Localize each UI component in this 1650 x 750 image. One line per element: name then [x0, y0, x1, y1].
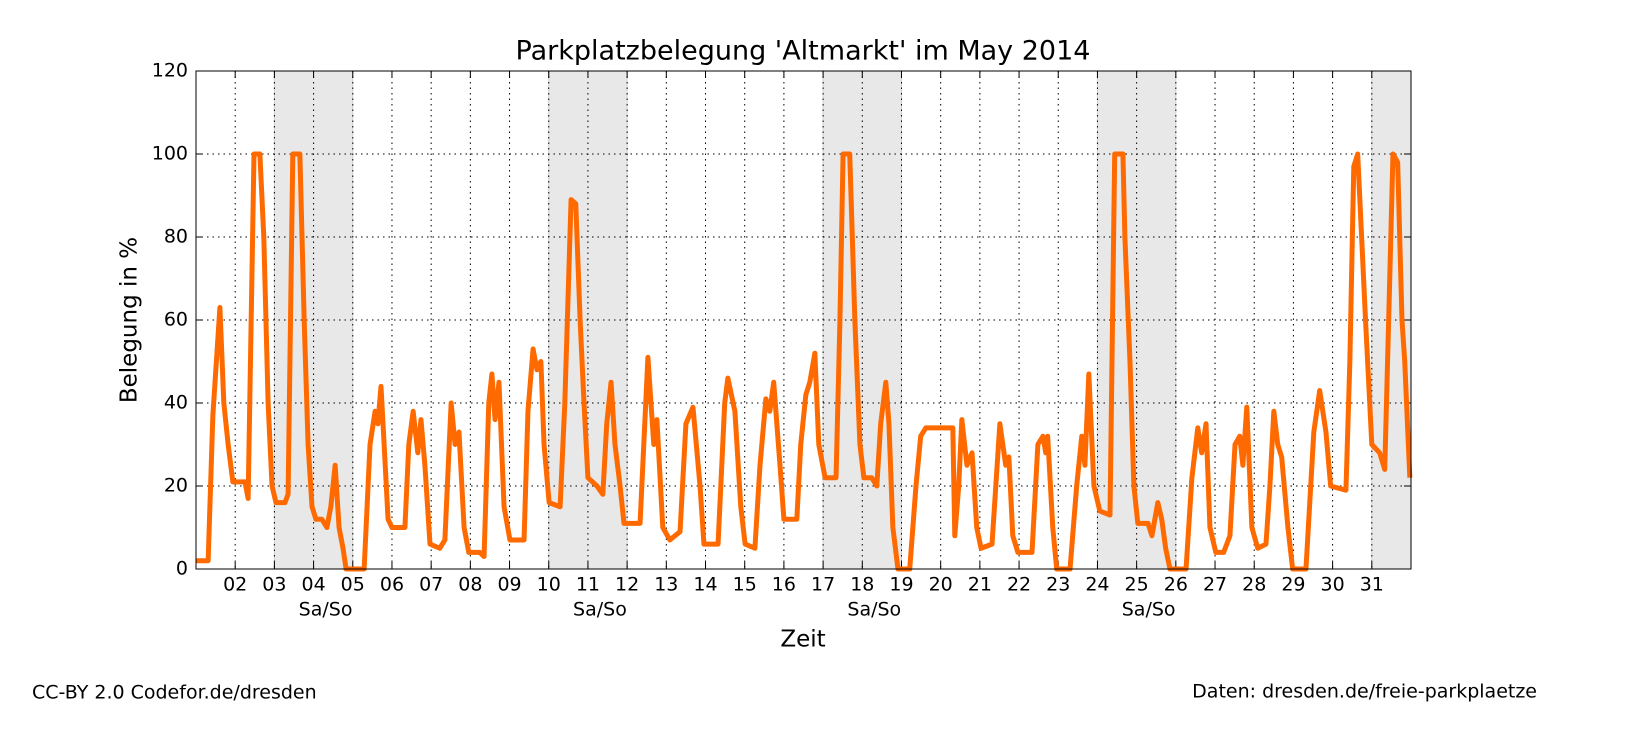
x-tick-label: 24: [1085, 574, 1109, 596]
x-tick-label: 03: [262, 574, 286, 596]
y-tick-label: 60: [164, 309, 188, 331]
y-axis-label: Belegung in %: [117, 237, 143, 403]
plot-frame: [195, 70, 1412, 570]
x-tick-label: 11: [576, 574, 600, 596]
weekend-label: Sa/So: [299, 599, 353, 621]
weekend-label: Sa/So: [573, 599, 627, 621]
x-tick-label: 26: [1164, 574, 1188, 596]
chart-title: Parkplatzbelegung 'Altmarkt' im May 2014: [516, 36, 1091, 67]
x-axis-label: Zeit: [780, 627, 825, 653]
x-tick-label: 16: [772, 574, 796, 596]
x-tick-label: 05: [341, 574, 365, 596]
x-tick-label: 15: [733, 574, 757, 596]
series-line: [196, 151, 1413, 572]
weekend-label: Sa/So: [1122, 599, 1176, 621]
x-tick-label: 31: [1360, 574, 1384, 596]
y-tick-label: 120: [152, 60, 188, 82]
x-tick-label: 13: [654, 574, 678, 596]
x-tick-label: 14: [693, 574, 717, 596]
footer-right: Daten: dresden.de/freie-parkplaetze: [1192, 681, 1537, 703]
x-tick-label: 20: [929, 574, 953, 596]
x-tick-label: 27: [1203, 574, 1227, 596]
x-tick-label: 12: [615, 574, 639, 596]
x-tick-label: 02: [223, 574, 247, 596]
x-tick-label: 23: [1046, 574, 1070, 596]
x-tick-label: 19: [889, 574, 913, 596]
x-tick-label: 25: [1125, 574, 1149, 596]
x-tick-label: 22: [1007, 574, 1031, 596]
y-tick-label: 80: [164, 226, 188, 248]
y-tick-label: 0: [176, 558, 188, 580]
x-tick-label: 21: [968, 574, 992, 596]
y-tick-label: 100: [152, 143, 188, 165]
x-tick-label: 08: [458, 574, 482, 596]
weekend-label: Sa/So: [847, 599, 901, 621]
x-tick-label: 30: [1321, 574, 1345, 596]
x-tick-label: 04: [301, 574, 325, 596]
x-tick-label: 10: [537, 574, 561, 596]
x-tick-label: 07: [419, 574, 443, 596]
x-tick-label: 18: [850, 574, 874, 596]
x-tick-label: 29: [1281, 574, 1305, 596]
x-tick-label: 28: [1242, 574, 1266, 596]
y-tick-label: 40: [164, 392, 188, 414]
x-tick-label: 17: [811, 574, 835, 596]
x-tick-label: 06: [380, 574, 404, 596]
y-tick-label: 20: [164, 475, 188, 497]
x-tick-label: 09: [497, 574, 521, 596]
footer-left: CC-BY 2.0 Codefor.de/dresden: [32, 682, 317, 704]
